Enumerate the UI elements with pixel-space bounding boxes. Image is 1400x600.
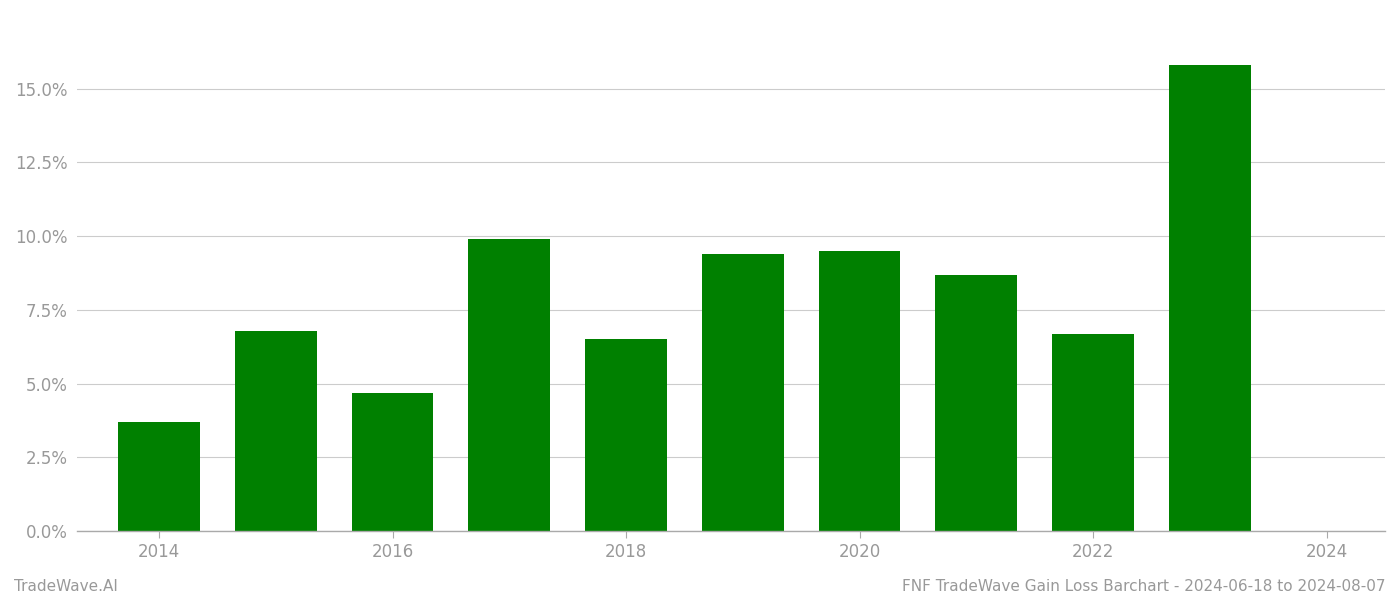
Bar [1169,65,1250,531]
Bar [1053,334,1134,531]
Bar [235,331,316,531]
Text: TradeWave.AI: TradeWave.AI [14,579,118,594]
Bar [935,275,1018,531]
Text: FNF TradeWave Gain Loss Barchart - 2024-06-18 to 2024-08-07: FNF TradeWave Gain Loss Barchart - 2024-… [903,579,1386,594]
Bar [585,340,666,531]
Bar [118,422,200,531]
Bar [819,251,900,531]
Bar [469,239,550,531]
Bar [351,392,434,531]
Bar [701,254,784,531]
